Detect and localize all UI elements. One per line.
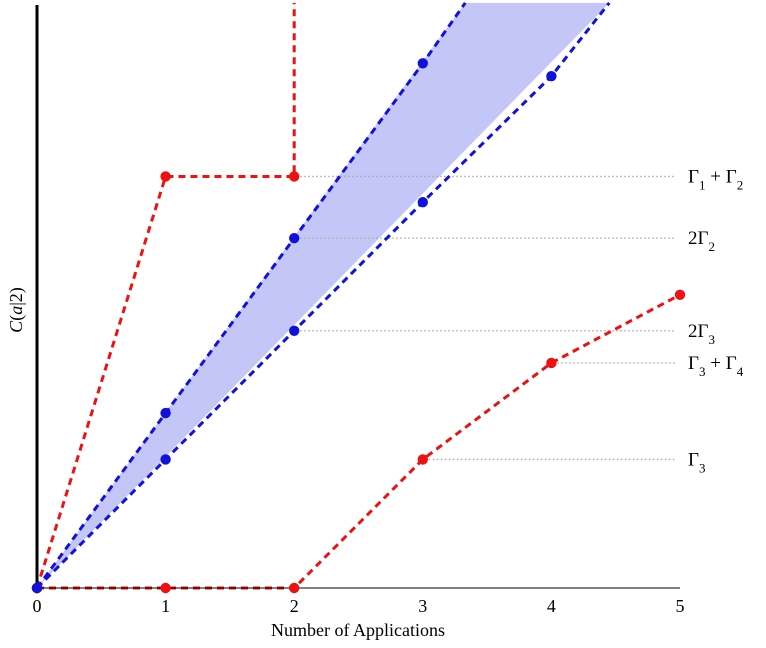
axis-layer: Number of Applications (35, 5, 680, 640)
series-1-point-4 (546, 357, 557, 369)
x-tick-label-5: 5 (676, 596, 685, 616)
tick-layer: 0 1 2 3 4 5 (33, 596, 685, 616)
reference-label-2-main: 2Γ (688, 321, 709, 342)
shaded-band (37, 2, 610, 589)
reference-label-1: 2Γ2 (688, 228, 715, 254)
series-3-point-1 (160, 454, 171, 465)
reference-label-3-suffix: + Γ (705, 353, 736, 374)
series-line-2 (35, 2, 467, 589)
reference-label-4: Γ3 (688, 449, 705, 475)
reference-label-0-suffix: + Γ (705, 166, 736, 187)
marker-layer (31, 58, 686, 594)
x-tick-label-1: 1 (161, 596, 170, 616)
series-1-point-2 (289, 582, 300, 594)
y-axis-label-part-2: a (6, 306, 26, 315)
series-layer (35, 1, 681, 590)
band-layer (37, 2, 610, 589)
reference-label-0-suffix-sub: 2 (737, 177, 744, 192)
series-2-point-2 (289, 233, 300, 244)
reference-label-3-suffix-sub: 4 (737, 364, 744, 379)
x-tick-label-3: 3 (418, 596, 427, 616)
series-1-point-3 (417, 454, 428, 465)
series-0-point-1 (160, 171, 171, 182)
series-1-point-1 (160, 582, 171, 594)
series-3-point-2 (289, 325, 300, 336)
y-axis-label-part-1: ( (6, 315, 27, 321)
series-0-point-2 (289, 171, 300, 182)
x-tick-label-2: 2 (290, 596, 299, 616)
series-2-point-1 (160, 407, 171, 419)
series-line-0 (35, 2, 296, 589)
x-tick-label-0: 0 (33, 596, 42, 616)
reference-label-1-sub: 2 (708, 239, 715, 254)
y-axis-label-part-0: C (6, 320, 26, 333)
ylabel-layer: C(a|2) (6, 287, 27, 333)
reference-label-3: Γ3 + Γ4 (688, 353, 744, 379)
reference-label-4-main: Γ (688, 449, 699, 470)
reference-label-2-sub: 3 (708, 332, 715, 347)
reference-label-0: Γ1 + Γ2 (688, 166, 743, 192)
reference-label-0-main: Γ (688, 166, 699, 187)
y-axis-label: C(a|2) (6, 287, 27, 333)
reference-label-4-sub: 3 (699, 460, 706, 475)
series-3-point-4 (546, 70, 557, 82)
series-line-1 (37, 293, 681, 590)
reference-label-3-sub: 3 (699, 364, 706, 379)
series-2-point-3 (417, 58, 428, 69)
series-3-point-3 (417, 197, 428, 208)
guide-layer (300, 175, 676, 461)
reference-label-2: 2Γ3 (688, 321, 715, 347)
y-axis-label-part-3: |2 (6, 293, 26, 306)
reference-label-3-main: Γ (688, 353, 699, 374)
x-axis-label: Number of Applications (271, 620, 445, 640)
reference-label-0-sub: 1 (699, 177, 706, 192)
y-axis-label-part-4: ) (6, 287, 27, 293)
x-tick-label-4: 4 (547, 596, 556, 616)
reference-label-1-main: 2Γ (688, 228, 709, 249)
series-3-point-0 (31, 582, 43, 594)
series-1-point-5 (674, 289, 686, 300)
